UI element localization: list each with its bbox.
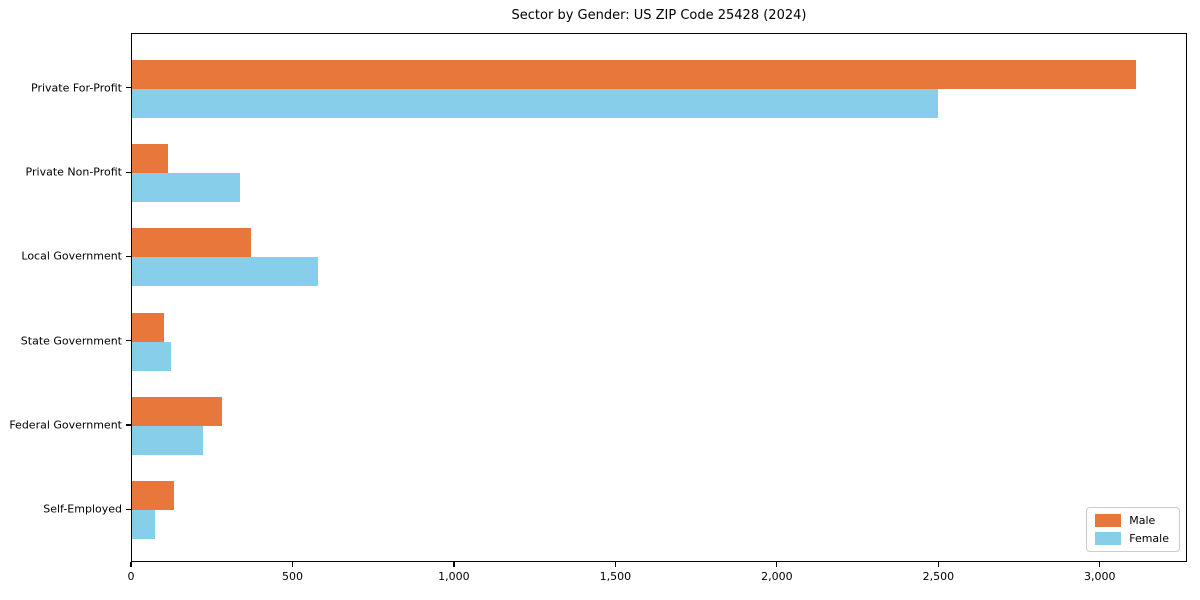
x-axis-tick xyxy=(776,562,778,567)
x-axis-tick xyxy=(614,562,616,567)
legend-item-female: Female xyxy=(1095,532,1169,545)
y-axis-tick xyxy=(126,508,131,510)
y-tick-label-federal-government: Federal Government xyxy=(9,418,122,432)
legend-swatch-female xyxy=(1095,532,1122,545)
y-axis-tick xyxy=(126,87,131,89)
bar-male-self-employed xyxy=(132,481,174,511)
legend-label-male: Male xyxy=(1129,514,1156,527)
y-tick-label-local-government: Local Government xyxy=(21,249,122,263)
y-tick-label-self-employed: Self-Employed xyxy=(43,502,122,516)
legend-item-male: Male xyxy=(1095,514,1169,527)
y-axis-tick xyxy=(126,255,131,257)
bar-female-local-government xyxy=(132,257,318,287)
y-axis-tick xyxy=(126,340,131,342)
x-axis-tick xyxy=(453,562,455,567)
x-axis-tick xyxy=(291,562,294,567)
y-axis-tick xyxy=(126,424,131,426)
x-axis-tick xyxy=(937,562,939,567)
y-tick-label-private-for-profit: Private For-Profit xyxy=(31,81,122,95)
y-axis-tick xyxy=(126,171,131,173)
bar-male-federal-government xyxy=(132,397,222,426)
legend: Male Female xyxy=(1086,507,1180,552)
x-tick-label-1-000: 1,000 xyxy=(438,570,470,583)
legend-swatch-male xyxy=(1095,514,1122,527)
bar-female-private-non-profit xyxy=(132,173,241,203)
y-tick-label-state-government: State Government xyxy=(20,334,122,348)
bar-female-self-employed xyxy=(132,510,155,540)
x-axis-tick xyxy=(1099,562,1101,567)
bar-male-private-for-profit xyxy=(132,59,1137,89)
y-tick-label-private-non-profit: Private Non-Profit xyxy=(25,165,122,179)
x-tick-label-3-000: 3,000 xyxy=(1084,570,1116,583)
bar-male-state-government xyxy=(132,312,165,342)
bar-male-private-non-profit xyxy=(132,144,168,174)
bar-female-federal-government xyxy=(132,426,204,455)
bar-female-state-government xyxy=(132,341,171,371)
x-tick-label-2-000: 2,000 xyxy=(761,570,793,583)
bar-male-local-government xyxy=(132,228,252,258)
x-tick-label-2-500: 2,500 xyxy=(922,570,955,583)
x-tick-label-500: 500 xyxy=(281,570,303,583)
x-tick-label-0: 0 xyxy=(127,570,135,583)
x-axis-tick xyxy=(130,562,132,567)
plot-area: Male Female xyxy=(131,33,1187,562)
bar-female-private-for-profit xyxy=(132,88,938,118)
x-tick-label-1-500: 1,500 xyxy=(599,570,632,583)
chart-title: Sector by Gender: US ZIP Code 25428 (202… xyxy=(511,8,807,23)
legend-label-female: Female xyxy=(1129,532,1169,545)
